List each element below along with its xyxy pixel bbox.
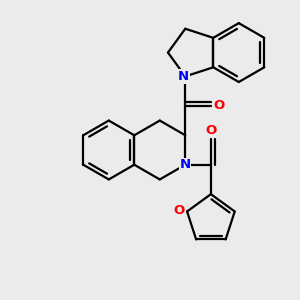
Text: O: O (214, 99, 225, 112)
Text: N: N (180, 158, 191, 171)
Text: O: O (173, 203, 184, 217)
Text: O: O (205, 124, 217, 137)
Text: N: N (178, 70, 189, 83)
